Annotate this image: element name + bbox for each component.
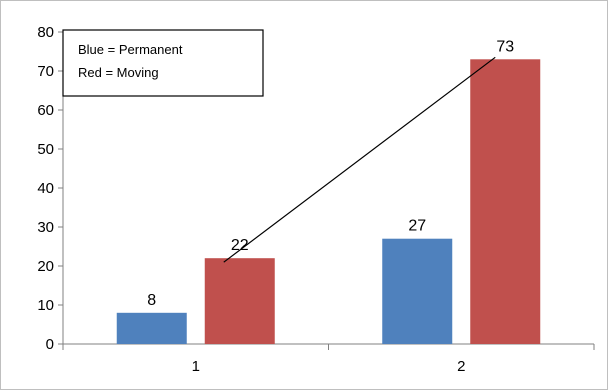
y-tick-label: 0: [46, 336, 54, 353]
annotation: [223, 56, 496, 263]
legend-box: Blue = Permanent Red = Moving: [62, 29, 264, 97]
legend-line-moving: Red = Moving: [78, 65, 159, 80]
bar: [116, 312, 187, 344]
bar: [470, 59, 541, 345]
bar-value-label: 8: [147, 292, 156, 309]
y-tick-label: 80: [37, 24, 54, 41]
y-tick-label: 60: [37, 102, 54, 119]
bar: [204, 258, 275, 344]
trend-annotation-line: [223, 56, 496, 263]
legend-line-permanent: Blue = Permanent: [78, 42, 183, 57]
bar-value-label: 73: [496, 38, 514, 55]
bars: [116, 59, 541, 345]
y-tick-label: 50: [37, 141, 54, 158]
bar-value-label: 22: [231, 237, 249, 254]
bar: [382, 238, 453, 344]
x-tick-label: 2: [457, 358, 465, 375]
legend-frame: [62, 29, 264, 97]
y-tick-label: 70: [37, 63, 54, 80]
x-tick-label: 1: [192, 358, 200, 375]
y-tick-label: 20: [37, 258, 54, 275]
data-labels: 8 27 22 73: [147, 38, 514, 309]
y-tick-label: 30: [37, 219, 54, 236]
y-tick-label: 40: [37, 180, 54, 197]
y-tick-label: 10: [37, 297, 54, 314]
bar-value-label: 27: [408, 218, 426, 235]
